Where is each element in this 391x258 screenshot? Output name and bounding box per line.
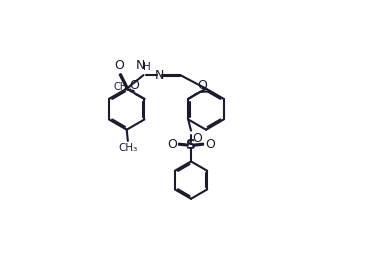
- Text: H: H: [143, 62, 151, 72]
- Text: N: N: [136, 59, 145, 72]
- Text: O: O: [167, 138, 177, 151]
- Text: O: O: [192, 132, 202, 144]
- Text: O: O: [114, 59, 124, 72]
- Text: S: S: [186, 138, 196, 152]
- Text: CH₃: CH₃: [114, 82, 132, 92]
- Text: O: O: [129, 79, 139, 92]
- Text: O: O: [205, 138, 215, 151]
- Text: O: O: [197, 79, 208, 92]
- Text: N: N: [155, 69, 164, 82]
- Text: CH₃: CH₃: [118, 143, 138, 153]
